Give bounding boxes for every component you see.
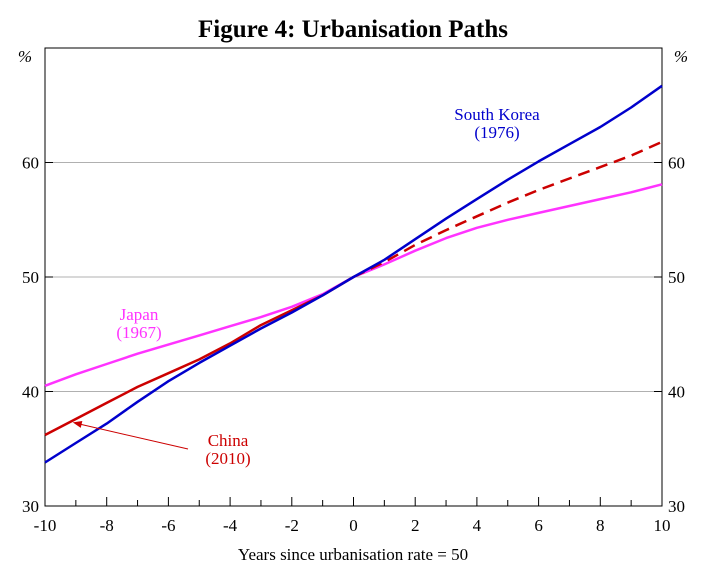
annotations: South Korea(1976) Japan(1967) China(2010) [72,105,540,468]
series-line-china [44,275,355,437]
series-label-china-2: (2010) [205,449,250,468]
x-tick-label-4: 4 [473,516,482,535]
y-tick-label-left-30: 30 [22,497,39,516]
chart-title: Figure 4: Urbanisation Paths [198,16,508,43]
x-tick-label-10: 10 [654,516,671,535]
x-tick-label-0: 0 [349,516,358,535]
x-tick-label--8: -8 [100,516,114,535]
series-line-japan [44,183,663,387]
series-label-south-korea-1: South Korea [454,105,540,124]
y-tick-label-right-30: 30 [668,497,685,516]
series-lines [44,84,663,464]
china-arrow-head [72,421,83,428]
x-tick-label--4: -4 [223,516,238,535]
x-tick-label-8: 8 [596,516,605,535]
china-arrow-line [78,423,189,450]
y-tick-label-left-50: 50 [22,268,39,287]
x-tick-label-2: 2 [411,516,420,535]
series-label-japan-1: Japan [120,305,159,324]
axis-ticks [44,162,663,506]
series-line-china-projected [352,140,663,279]
series-label-japan-2: (1967) [116,323,161,342]
x-tick-label--10: -10 [34,516,57,535]
y-tick-label-right-60: 60 [668,154,685,173]
series-label-china-1: China [208,431,249,450]
y-axis-unit-right: % [674,47,688,66]
y-axis-unit-left: % [18,47,32,66]
x-tick-label--2: -2 [285,516,299,535]
x-tick-label--6: -6 [161,516,175,535]
series-label-south-korea-2: (1976) [474,123,519,142]
y-tick-label-right-40: 40 [668,383,685,402]
series-line-south-korea [44,84,663,464]
x-axis-title: Years since urbanisation rate = 50 [238,545,468,564]
y-tick-label-left-60: 60 [22,154,39,173]
y-tick-label-left-40: 40 [22,383,39,402]
y-tick-label-right-50: 50 [668,268,685,287]
x-tick-label-6: 6 [534,516,543,535]
